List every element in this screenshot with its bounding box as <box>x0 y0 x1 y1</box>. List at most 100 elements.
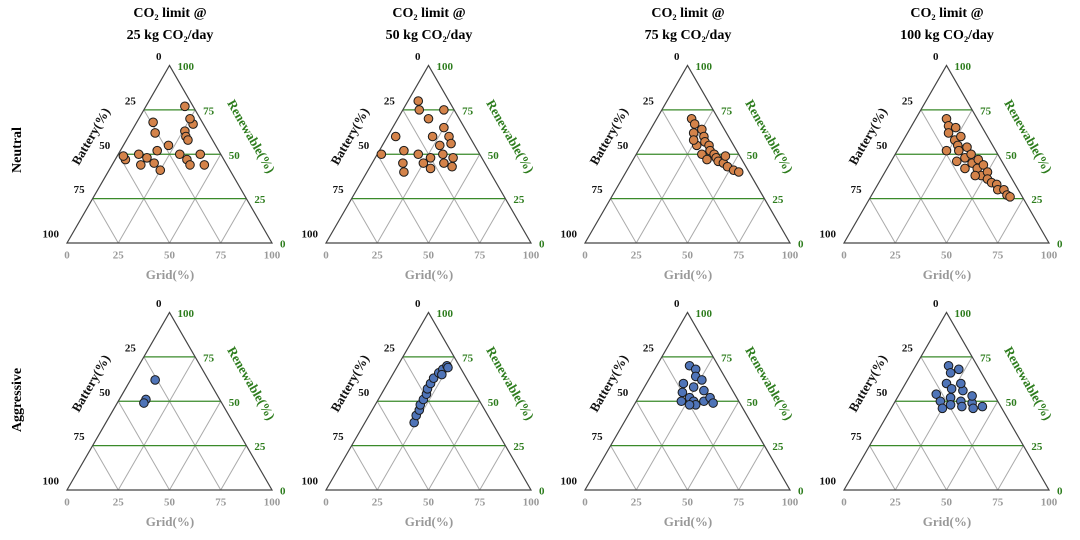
grid-tick-label: 25 <box>113 497 125 509</box>
renewable-axis-title: Renewable(%) <box>1001 344 1055 423</box>
data-point <box>946 384 957 394</box>
grid-tick-label: 100 <box>523 250 540 262</box>
grid-tick-label: 0 <box>841 497 847 509</box>
renewable-tick-label: 0 <box>280 486 286 498</box>
data-point <box>967 391 977 401</box>
battery-tick-label: 75 <box>333 431 345 443</box>
data-point <box>163 140 174 151</box>
battery-tick-label: 25 <box>125 342 137 354</box>
data-point <box>943 128 954 138</box>
battery-tick-label: 75 <box>592 431 604 443</box>
data-point <box>399 145 409 156</box>
data-point <box>937 403 948 414</box>
grid-line <box>997 198 1024 244</box>
data-point <box>733 167 744 177</box>
data-point <box>150 128 160 138</box>
data-point <box>185 113 195 124</box>
renewable-tick-label: 25 <box>1031 194 1043 206</box>
data-point <box>968 403 978 414</box>
data-point <box>439 105 449 115</box>
renewable-tick-label: 25 <box>254 194 266 206</box>
battery-axis-title: Battery(%) <box>586 352 631 415</box>
grid-line <box>661 356 740 491</box>
data-point <box>688 135 699 145</box>
renewable-axis-title: Renewable(%) <box>483 97 537 176</box>
data-point <box>960 163 970 174</box>
renewable-tick-label: 100 <box>437 308 454 320</box>
renewable-tick-label: 25 <box>254 441 266 453</box>
data-point <box>684 400 695 410</box>
triangle-frame <box>583 64 792 244</box>
data-point <box>954 145 964 156</box>
data-point <box>945 368 956 378</box>
panel-title: 50 kg CO₂/day <box>386 28 473 43</box>
grid-line <box>351 198 378 244</box>
grid-axis-title: Grid(%) <box>405 267 453 282</box>
grid-tick-label: 50 <box>941 497 953 509</box>
data-point <box>697 375 707 385</box>
grid-line <box>738 445 765 491</box>
renewable-tick-label: 50 <box>488 397 500 409</box>
data-point <box>150 375 160 385</box>
renewable-axis-title: Renewable(%) <box>742 97 796 176</box>
panel-title: CO₂ limit @ <box>392 6 465 21</box>
renewable-tick-label: 25 <box>513 194 525 206</box>
data-point <box>139 398 149 408</box>
battery-tick-label: 50 <box>99 140 111 152</box>
grid-line <box>117 356 196 491</box>
panel-title: CO₂ limit @ <box>651 6 724 21</box>
renewable-tick-label: 100 <box>955 61 972 73</box>
battery-tick-label: 100 <box>302 229 319 241</box>
battery-tick-label: 0 <box>933 298 939 310</box>
renewable-axis-title: Renewable(%) <box>483 344 537 423</box>
renewable-tick-label: 75 <box>203 105 215 117</box>
data-point <box>699 385 709 396</box>
battery-tick-label: 0 <box>674 298 680 310</box>
renewable-tick-label: 0 <box>798 486 804 498</box>
data-point <box>199 160 210 170</box>
data-point <box>941 145 952 156</box>
battery-tick-label: 0 <box>156 51 162 63</box>
data-point <box>962 142 972 152</box>
battery-tick-label: 25 <box>643 342 655 354</box>
data-point <box>956 131 966 142</box>
battery-axis-title: Battery(%) <box>68 352 113 415</box>
data-point <box>957 401 967 412</box>
renewable-tick-label: 0 <box>280 239 286 251</box>
grid-tick-label: 25 <box>372 250 384 262</box>
renewable-tick-label: 75 <box>721 352 733 364</box>
grid-tick-label: 75 <box>215 250 227 262</box>
grid-axis-title: Grid(%) <box>923 514 971 529</box>
grid-tick-label: 75 <box>474 250 486 262</box>
grid-line <box>894 109 973 244</box>
battery-tick-label: 0 <box>933 51 939 63</box>
battery-tick-label: 0 <box>415 298 421 310</box>
grid-axis-title: Grid(%) <box>664 267 712 282</box>
renewable-tick-label: 100 <box>955 308 972 320</box>
panel-title: 75 kg CO₂/day <box>645 28 732 43</box>
grid-line <box>869 198 896 244</box>
battery-tick-label: 50 <box>99 387 111 399</box>
renewable-tick-label: 75 <box>980 352 992 364</box>
battery-tick-label: 25 <box>902 342 914 354</box>
battery-axis-title: Battery(%) <box>845 352 890 415</box>
battery-tick-label: 50 <box>876 387 888 399</box>
grid-tick-label: 25 <box>631 250 643 262</box>
data-point <box>702 154 712 165</box>
data-point <box>708 398 718 408</box>
grid-line <box>661 109 740 244</box>
battery-axis-title: Battery(%) <box>327 105 372 168</box>
renewable-tick-label: 25 <box>513 441 525 453</box>
grid-tick-label: 25 <box>372 497 384 509</box>
data-point <box>133 149 144 160</box>
data-point <box>676 396 687 407</box>
battery-tick-label: 100 <box>302 476 319 488</box>
battery-tick-label: 75 <box>851 431 863 443</box>
data-point <box>977 401 988 412</box>
grid-tick-label: 50 <box>682 250 694 262</box>
grid-line <box>479 445 506 491</box>
grid-tick-label: 0 <box>582 497 588 509</box>
data-point <box>1005 192 1015 202</box>
grid-line <box>376 109 455 244</box>
grid-line <box>738 198 765 244</box>
